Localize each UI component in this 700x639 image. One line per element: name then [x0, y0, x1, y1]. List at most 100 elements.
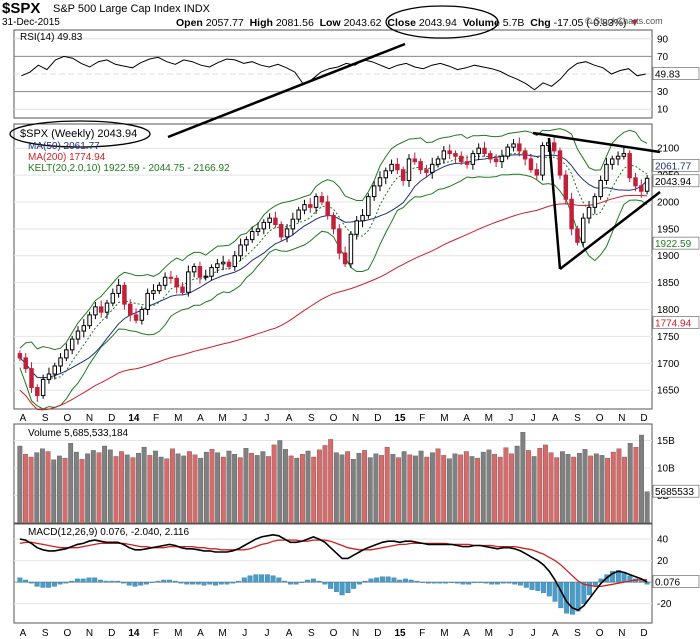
candle-body	[197, 266, 203, 278]
volume-bar	[475, 457, 481, 524]
volume-bar	[576, 452, 582, 524]
candle-body	[174, 277, 179, 288]
price-tick-label: 1750	[657, 332, 680, 343]
candle-body	[23, 357, 28, 370]
macd-histogram-bar	[431, 581, 437, 584]
volume-bar	[520, 432, 526, 524]
candle-body	[360, 214, 365, 222]
macd-histogram-bar	[425, 581, 431, 584]
volume-bar	[170, 448, 175, 524]
price-x-tick-label: S	[574, 413, 581, 424]
macd-histogram-bar	[437, 581, 443, 584]
macd-histogram-bar	[322, 581, 328, 585]
keltner-lower	[19, 173, 648, 410]
candle-body	[575, 228, 580, 243]
candle-body	[215, 263, 220, 269]
volume-bar	[203, 451, 209, 524]
candle-body	[81, 325, 87, 332]
volume-bar	[164, 458, 170, 524]
volume-bar	[633, 446, 639, 524]
candle-body	[249, 231, 255, 241]
volume-bar	[147, 455, 153, 524]
volume-bar	[62, 457, 68, 524]
rsi-last-value: 49.83	[655, 70, 680, 81]
macd-histogram-bar	[443, 581, 449, 584]
candle-body	[389, 163, 394, 172]
candle-body	[563, 174, 569, 200]
volume-bar	[294, 457, 300, 524]
rsi-tick-label: 30	[657, 87, 669, 98]
volume-bar	[175, 453, 181, 524]
volume-bar	[260, 451, 266, 524]
macd-tick-label: 40	[657, 535, 669, 546]
candle-body	[453, 153, 458, 157]
volume-bar	[316, 449, 322, 524]
candle-body	[278, 224, 284, 238]
macd-histogram-bar	[264, 574, 270, 583]
price-x-tick-label: M	[174, 413, 182, 424]
rsi-tick-label: 90	[657, 34, 669, 45]
candle-body	[273, 217, 278, 226]
macd-histogram-bar	[236, 580, 242, 583]
volume-bar	[277, 440, 283, 524]
volume-bar	[441, 455, 447, 524]
volume-bar	[548, 452, 554, 524]
close-last-value: 2043.94	[655, 177, 692, 188]
volume-bar	[446, 458, 452, 524]
volume-bar	[249, 452, 254, 524]
macd-tick-label: -20	[657, 599, 672, 610]
macd-histogram-bar	[259, 574, 265, 583]
candle-body	[226, 261, 232, 268]
price-x-tick-label: A	[286, 413, 293, 424]
macd-x-tick-label: F	[419, 628, 425, 639]
macd-histogram-bar	[155, 580, 161, 583]
macd-histogram-bar	[305, 579, 311, 583]
macd-histogram-bar	[63, 581, 69, 584]
macd-histogram-bar	[391, 577, 397, 583]
volume-bar	[622, 456, 627, 524]
macd-histogram-bar	[172, 580, 178, 583]
candle-body	[639, 185, 644, 192]
price-tick-label: 2100	[657, 144, 680, 155]
volume-bar	[237, 457, 243, 524]
volume-bar	[283, 449, 288, 524]
price-x-tick-label: A	[197, 413, 204, 424]
candle-body	[186, 271, 191, 293]
macd-series	[17, 533, 650, 615]
macd-histogram-bar	[57, 581, 63, 585]
volume-bar	[379, 455, 384, 524]
macd-histogram-bar	[190, 581, 195, 585]
macd-histogram-bar	[420, 581, 426, 583]
volume-bar	[107, 449, 113, 524]
volume-bar	[186, 451, 192, 524]
volume-bar	[497, 456, 503, 524]
volume-bar	[486, 449, 492, 524]
candle-body	[621, 153, 627, 157]
volume-bar	[424, 456, 430, 524]
macd-histogram-bar	[213, 581, 218, 586]
price-panel	[13, 123, 653, 410]
macd-x-tick-label: O	[596, 628, 604, 639]
macd-x-tick-label: A	[552, 628, 559, 639]
price-x-tick-label: F	[153, 413, 159, 424]
volume-bar	[571, 456, 577, 524]
price-x-tick-label: F	[419, 413, 425, 424]
macd-histogram-bar	[460, 581, 466, 585]
candle-body	[615, 155, 621, 160]
macd-histogram-bar	[546, 581, 552, 597]
volume-bar	[452, 453, 458, 524]
volume-bars	[17, 432, 650, 524]
volume-bar	[130, 457, 136, 524]
volume-bar	[588, 455, 594, 524]
price-x-tick-label: J	[531, 413, 536, 424]
candle-body	[383, 170, 389, 179]
macd-x-tick-label: S	[42, 628, 49, 639]
macd-x-tick-label: J	[531, 628, 536, 639]
volume-bar	[543, 444, 548, 524]
macd-histogram-bar	[339, 581, 345, 596]
macd-histogram-bar	[17, 577, 23, 583]
candle-body	[493, 158, 499, 163]
macd-x-tick-label: 14	[128, 628, 140, 639]
volume-bar	[300, 454, 305, 524]
price-x-tick-label: S	[308, 413, 315, 424]
